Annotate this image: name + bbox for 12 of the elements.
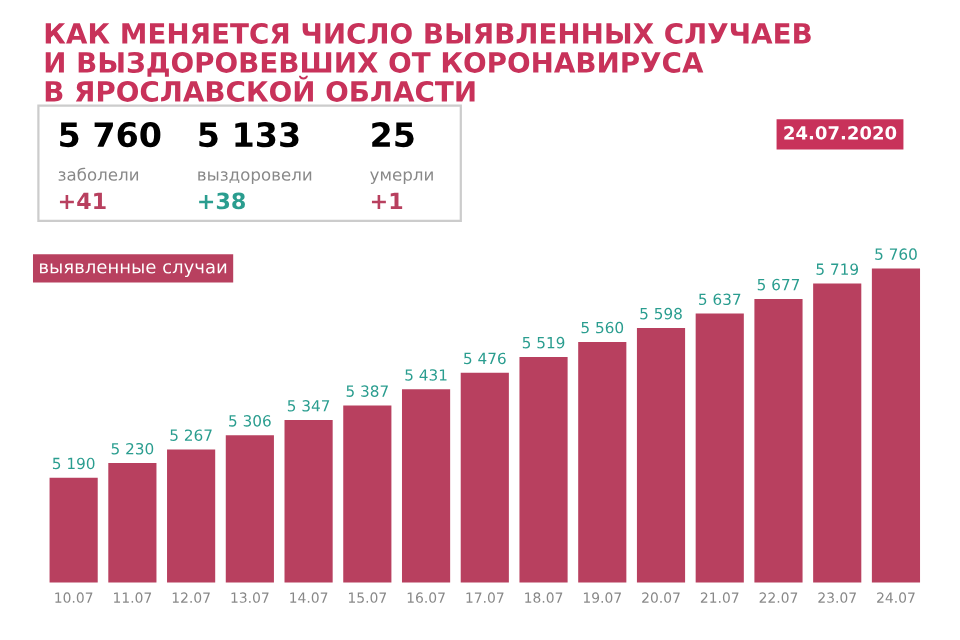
text: 5 133 — [199, 122, 299, 148]
text: выздоровели — [198, 171, 312, 185]
chart-title: КАК МЕНЯЕТСЯ ЧИСЛО ВЫЯВЛЕННЫХ СЛУЧАЕВ И ВЫЗДОРОВЕВШИХ ОТ КОРОНАВИРУСА В ЯРОСЛАВСКОЙ ОБЛАСТИ — [45, 22, 811, 102]
chart-subtitle: 24.07.2020 — [784, 125, 897, 140]
text: +41 — [59, 192, 106, 210]
text: 25 — [372, 122, 414, 148]
text: +38 — [199, 192, 245, 210]
text: умерли — [370, 171, 433, 185]
text: 5 760 — [60, 122, 161, 148]
text: выявленные случаи — [40, 263, 227, 278]
text: заболели — [58, 167, 139, 181]
text: +1 — [371, 192, 403, 210]
